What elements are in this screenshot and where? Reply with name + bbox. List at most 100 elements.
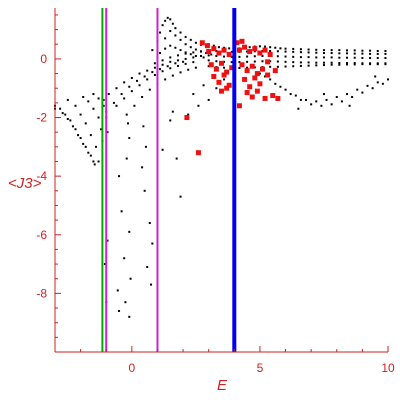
black-data-point — [128, 315, 131, 318]
black-data-point — [197, 104, 200, 107]
red-data-point — [199, 40, 205, 46]
black-data-point — [100, 128, 103, 131]
black-data-point — [274, 46, 277, 49]
black-data-point — [200, 50, 203, 53]
black-data-point — [335, 96, 338, 98]
black-data-point — [346, 93, 349, 96]
black-data-point — [338, 63, 341, 66]
red-data-point — [257, 50, 263, 56]
black-data-point — [74, 104, 77, 107]
black-data-point — [299, 56, 302, 59]
black-data-point — [179, 49, 182, 52]
black-data-point — [174, 34, 177, 37]
red-data-point — [216, 50, 222, 56]
red-data-point — [211, 73, 217, 79]
black-data-point — [148, 222, 151, 225]
black-data-point — [66, 117, 69, 120]
black-data-point — [369, 52, 372, 55]
black-data-point — [207, 59, 210, 62]
black-data-point — [376, 57, 379, 60]
black-data-point — [106, 131, 109, 134]
black-data-point — [215, 60, 218, 63]
black-data-point — [169, 67, 172, 70]
red-data-point — [236, 47, 242, 53]
red-data-point — [244, 90, 250, 96]
black-data-point — [322, 93, 325, 96]
red-data-point — [221, 47, 227, 53]
black-data-point — [330, 56, 333, 59]
black-data-point — [151, 242, 154, 245]
black-data-point — [138, 84, 141, 87]
red-data-point — [208, 62, 214, 68]
black-data-point — [92, 160, 95, 163]
black-data-point — [330, 61, 333, 64]
black-data-point — [176, 54, 179, 57]
black-data-point — [115, 104, 118, 107]
black-data-point — [116, 289, 119, 292]
black-data-point — [102, 104, 105, 107]
black-data-point — [187, 68, 190, 71]
black-data-point — [153, 62, 156, 65]
red-data-point — [247, 49, 253, 55]
y-tick-label: 0 — [40, 52, 47, 66]
black-data-point — [384, 49, 387, 52]
black-data-point — [171, 110, 174, 113]
red-data-point — [249, 94, 255, 100]
red-data-point — [204, 43, 210, 49]
black-data-point — [325, 98, 328, 101]
black-data-point — [184, 57, 187, 60]
black-data-point — [369, 57, 372, 60]
black-data-point — [299, 64, 302, 67]
red-data-point — [224, 85, 230, 91]
black-data-point — [202, 84, 205, 87]
black-data-point — [307, 61, 310, 64]
axes — [54, 8, 389, 353]
black-data-point — [353, 52, 356, 55]
black-data-point — [97, 116, 100, 119]
black-data-point — [153, 74, 156, 77]
black-data-point — [322, 52, 325, 55]
black-data-point — [179, 195, 182, 198]
black-data-point — [269, 49, 272, 52]
black-data-point — [141, 166, 144, 169]
black-data-point — [292, 47, 295, 50]
black-data-point — [361, 91, 364, 94]
black-data-point — [184, 51, 187, 54]
black-data-point — [143, 189, 146, 192]
red-data-point — [239, 62, 245, 68]
black-data-point — [258, 45, 261, 48]
black-data-point — [269, 60, 272, 63]
black-data-point — [284, 50, 287, 53]
black-data-point — [187, 113, 190, 116]
black-data-point — [189, 46, 192, 49]
black-data-point — [161, 24, 164, 27]
black-data-point — [123, 81, 126, 84]
red-data-point — [226, 82, 232, 88]
black-data-point — [246, 55, 249, 58]
black-data-point — [171, 74, 174, 77]
black-data-point — [322, 64, 325, 67]
black-data-point — [115, 87, 118, 90]
black-data-point — [215, 49, 218, 52]
black-data-point — [174, 46, 177, 49]
black-data-point — [207, 54, 210, 57]
black-data-point — [322, 56, 325, 59]
black-data-point — [66, 98, 69, 101]
x-tick-label: 0 — [129, 361, 136, 375]
red-data-point — [221, 72, 227, 78]
red-data-point — [257, 81, 263, 87]
black-data-point — [125, 157, 128, 160]
red-data-point — [219, 88, 224, 94]
red-data-point — [219, 60, 224, 66]
black-data-point — [297, 107, 300, 110]
black-data-point — [299, 98, 302, 101]
black-data-point — [123, 257, 126, 260]
black-data-point — [87, 100, 90, 103]
black-data-point — [292, 50, 295, 53]
black-data-point — [176, 64, 179, 67]
black-data-point — [274, 82, 277, 85]
black-data-point — [346, 56, 349, 59]
black-data-point — [207, 65, 210, 68]
black-data-point — [192, 93, 195, 96]
red-data-point — [265, 59, 271, 65]
